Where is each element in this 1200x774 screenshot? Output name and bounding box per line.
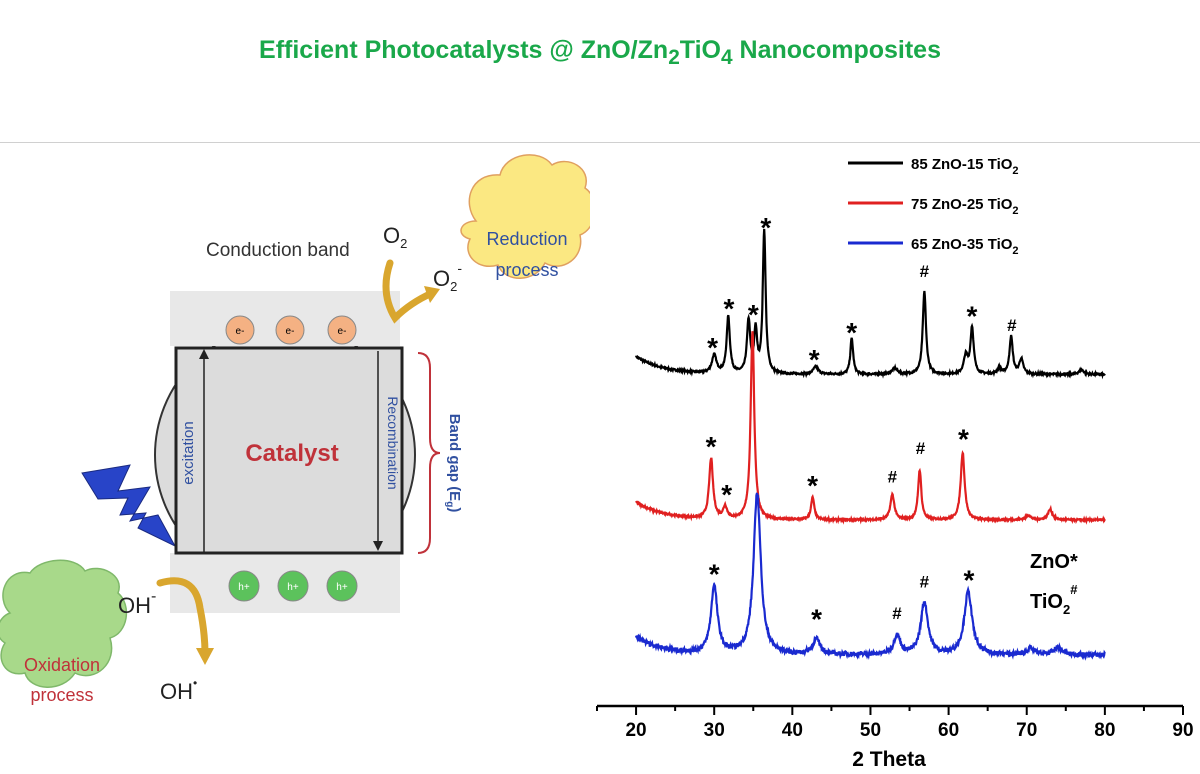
electron-3 (327, 315, 357, 345)
reduction-arrow (382, 259, 436, 324)
reduction-label-2: process (495, 260, 558, 280)
peak-marker-1-3: * (748, 299, 759, 330)
peak-marker-3-1: * (709, 559, 720, 590)
divider (0, 142, 1200, 143)
peak-marker-2-6: * (958, 424, 969, 455)
x-axis-label: 2 Theta (852, 748, 926, 771)
excitation-label: excitation (180, 421, 197, 484)
x-tick-label-90: 90 (1172, 720, 1193, 741)
hole-2 (277, 570, 309, 602)
peak-marker-2-3: * (807, 470, 818, 501)
hole-label-3: h+ (336, 582, 348, 593)
x-tick-label-60: 60 (938, 720, 959, 741)
peak-marker-2-2: * (721, 479, 732, 510)
peak-marker-1-9: # (1007, 316, 1017, 335)
x-tick-label-80: 80 (1094, 720, 1115, 741)
conduction-band-label: Conduction band (206, 240, 350, 261)
peak-marker-3-5: * (963, 565, 974, 596)
o2-radical-label: O2- (433, 260, 462, 294)
legend-label-1: 85 ZnO-15 TiO2 (911, 156, 1019, 177)
annotation-2: TiO2# (1030, 582, 1078, 617)
series-line-1 (635, 228, 1106, 380)
hole-1 (228, 570, 260, 602)
recombination-label: Recombination (385, 396, 401, 489)
oxidation-label-2: process (30, 685, 93, 705)
legend-label-2: 75 ZnO-25 TiO2 (911, 196, 1019, 217)
oxidation-label-1: Oxidation (24, 655, 100, 675)
band-gap-box (174, 346, 404, 555)
electron-label-1: e- (236, 326, 245, 337)
x-tick-label-50: 50 (860, 720, 881, 741)
hole-label-2: h+ (287, 582, 299, 593)
series-line-2 (635, 331, 1106, 525)
reduction-label-1: Reduction (486, 229, 567, 249)
annotation-1: ZnO* (1030, 551, 1078, 573)
series-line-3 (635, 492, 1106, 661)
title-part-3: 4 (721, 46, 733, 69)
peak-marker-1-1: * (707, 332, 718, 363)
peak-marker-1-2: * (724, 293, 735, 324)
hole-3 (326, 570, 358, 602)
peak-marker-2-1: * (706, 431, 717, 462)
electron-group: e- e- e- (225, 315, 357, 345)
electron-label-3: e- (338, 326, 347, 337)
title-part-2: TiO (679, 36, 721, 64)
peak-marker-2-4: # (888, 468, 898, 487)
peak-marker-3-3: # (892, 604, 902, 623)
o2-label: O2 (383, 223, 407, 251)
x-axis: 20 30 40 50 60 70 80 90 (596, 704, 1194, 741)
electron-label-2: e- (286, 326, 295, 337)
page-title: Efficient Photocatalysts @ ZnO/Zn2TiO4 N… (0, 36, 1200, 70)
title-part-1: 2 (668, 46, 680, 69)
x-tick-label-30: 30 (704, 720, 725, 741)
x-tick-label-20: 20 (625, 720, 646, 741)
oxidation-arrow (156, 577, 209, 657)
peak-marker-2-5: # (916, 439, 926, 458)
catalyst-label: Catalyst (245, 440, 338, 467)
peak-marker-1-4: * (760, 212, 771, 243)
peak-markers: ** ****#* #** * ## *** ## * (706, 212, 1018, 635)
legend-label-3: 65 ZnO-35 TiO2 (911, 236, 1019, 257)
photocatalysis-scheme: Reduction process Oxidation process e- e… (0, 154, 590, 705)
peak-marker-3-2: * (811, 604, 822, 635)
band-gap-label: Band gap (Eg) (444, 414, 463, 513)
peak-marker-1-6: * (846, 317, 857, 348)
reduction-cloud: Reduction process (460, 154, 590, 280)
x-tick-label-40: 40 (782, 720, 803, 741)
hole-label-1: h+ (238, 582, 250, 593)
hydroxide-label: OH- (118, 588, 156, 618)
electron-1 (225, 315, 255, 345)
title-part-0: Efficient Photocatalysts @ ZnO/Zn (259, 36, 669, 64)
peak-marker-3-4: # (920, 573, 930, 592)
hole-group: h+ h+ h+ (228, 570, 358, 602)
title-part-4: Nanocomposites (732, 36, 941, 64)
xrd-chart: 85 ZnO-15 TiO2 75 ZnO-25 TiO2 65 ZnO-35 Ti… (596, 156, 1194, 771)
peak-marker-1-7: # (920, 262, 930, 281)
phase-annotation: ZnO* TiO2# (1030, 551, 1078, 617)
chart-legend: 85 ZnO-15 TiO2 75 ZnO-25 TiO2 65 ZnO-35 Ti… (848, 156, 1019, 257)
electron-2 (275, 315, 305, 345)
band-gap-bracket (417, 352, 441, 554)
peak-marker-1-8: * (967, 301, 978, 332)
x-tick-label-70: 70 (1016, 720, 1037, 741)
hydroxyl-radical-label: OH• (160, 676, 197, 704)
peak-marker-1-5: * (809, 344, 820, 375)
chart-series (635, 228, 1106, 661)
oxidation-cloud: Oxidation process (0, 559, 128, 705)
